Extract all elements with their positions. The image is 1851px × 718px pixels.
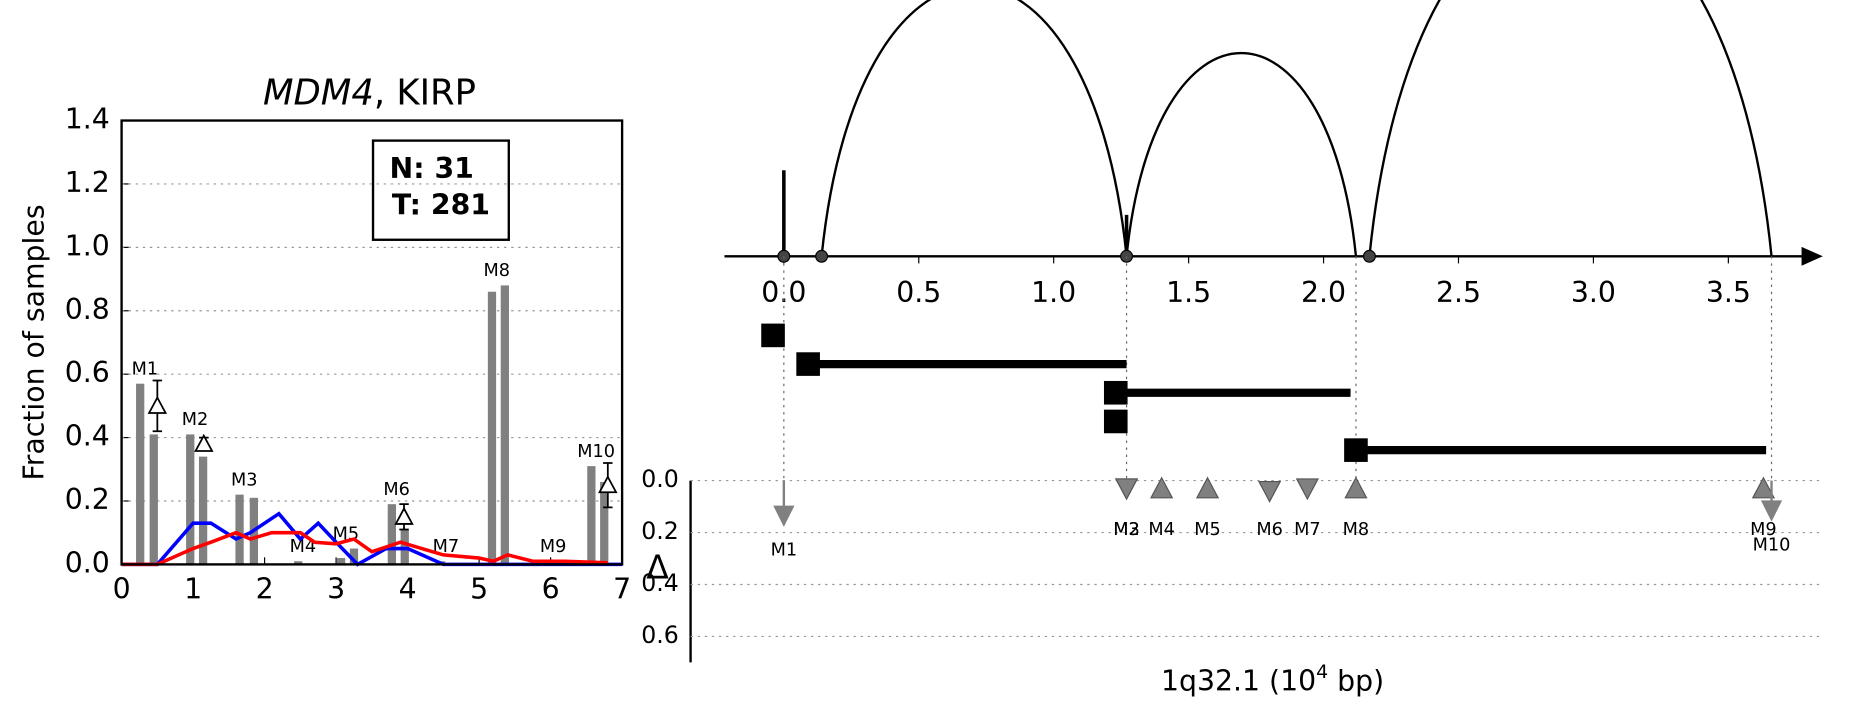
bar-label: M8 xyxy=(483,261,510,281)
junction-arc xyxy=(1125,52,1358,257)
x-label-unit: bp) xyxy=(1328,664,1384,697)
x-tick-label: 2 xyxy=(256,572,274,605)
junction-arc xyxy=(1368,0,1773,257)
segment-start xyxy=(1344,438,1368,462)
x-tick-label: 6 xyxy=(542,572,560,605)
marker-label: M2 xyxy=(1113,520,1140,540)
bar xyxy=(587,466,596,565)
x-label-text: 1q32.1 (10 xyxy=(1161,664,1316,697)
delta-marker xyxy=(598,475,618,494)
segment-start xyxy=(796,352,820,376)
y-tick-label: 0.2 xyxy=(65,483,110,516)
bar-label: M4 xyxy=(290,537,317,557)
x-axis-label: 1q32.1 (104 bp) xyxy=(1161,660,1384,697)
x-tick-label: 4 xyxy=(399,572,417,605)
y-tick-label: 1.0 xyxy=(65,229,110,262)
bar xyxy=(198,456,208,565)
y-tick-label: 0.6 xyxy=(641,621,679,649)
delta-axis-label: Δ xyxy=(646,548,669,587)
bar-label: M1 xyxy=(132,360,159,380)
x-tick-label: 5 xyxy=(470,572,488,605)
count-tumor: T: 281 xyxy=(392,189,490,222)
delta-marker xyxy=(194,433,214,452)
marker-label: M8 xyxy=(1343,520,1370,540)
chart-title: MDM4, KIRP xyxy=(263,73,476,114)
bar xyxy=(235,494,244,565)
y-tick-label: 0.4 xyxy=(65,420,110,453)
count-box xyxy=(371,139,510,241)
bar xyxy=(349,548,359,565)
delta-arrow-head xyxy=(1760,500,1783,522)
bar xyxy=(500,285,509,565)
delta-arrow-head xyxy=(773,505,795,527)
junction-dot xyxy=(815,249,829,263)
count-normal: N: 31 xyxy=(390,152,474,185)
bar xyxy=(136,383,145,565)
junction-arc xyxy=(820,0,1128,257)
delta-triangle xyxy=(1751,476,1776,499)
delta-triangle xyxy=(1257,480,1282,503)
curve xyxy=(121,530,608,567)
delta-triangle xyxy=(1114,478,1139,501)
y-tick-label: 0.6 xyxy=(65,356,110,389)
y-tick-label: 1.2 xyxy=(65,166,110,199)
axis-arrow xyxy=(1801,246,1823,266)
title-gene: MDM4 xyxy=(263,73,374,114)
x-tick-label: 1.0 xyxy=(1031,276,1076,309)
bar xyxy=(294,561,303,565)
bar-label: M2 xyxy=(182,410,209,430)
bar-label: M10 xyxy=(577,442,615,462)
junction-dot xyxy=(1362,249,1376,263)
marker-label: M10 xyxy=(1753,535,1791,555)
y-tick-label: 0.4 xyxy=(641,569,679,597)
delta-marker xyxy=(394,506,414,525)
x-tick-label: 2.5 xyxy=(1436,276,1481,309)
y-tick-label: 0.0 xyxy=(65,546,110,579)
bar xyxy=(186,434,195,565)
bar-label: M6 xyxy=(383,480,410,500)
y-tick-label: 1.4 xyxy=(65,103,110,136)
y-axis-label: Fraction of samples xyxy=(17,204,50,480)
junction-dot xyxy=(777,249,791,263)
title-rest: , KIRP xyxy=(374,73,476,114)
delta-marker xyxy=(147,395,168,414)
x-tick-label: 1 xyxy=(184,572,202,605)
bar xyxy=(336,558,346,565)
marker-label: M4 xyxy=(1148,520,1175,540)
marker-label: M5 xyxy=(1194,520,1221,540)
y-tick-label: 0.8 xyxy=(65,293,110,326)
delta-triangle xyxy=(1150,476,1174,499)
junction-dot xyxy=(1120,249,1134,263)
marker-label: M7 xyxy=(1294,520,1321,540)
delta-triangle xyxy=(1344,476,1368,499)
x-tick-label: 0 xyxy=(113,572,131,605)
marker-label: M6 xyxy=(1256,520,1283,540)
delta-triangle xyxy=(1195,476,1220,499)
x-tick-label: 2.0 xyxy=(1301,276,1346,309)
segment-start xyxy=(1103,409,1128,434)
x-label-exponent: 4 xyxy=(1316,660,1328,682)
y-tick-label: 0.2 xyxy=(641,517,679,545)
marker-label: M3 xyxy=(1113,520,1140,540)
segment-start xyxy=(761,323,785,348)
bar xyxy=(600,481,609,565)
marker-label: M1 xyxy=(771,540,798,560)
x-tick-label: 1.5 xyxy=(1166,276,1211,309)
bar xyxy=(387,504,397,565)
x-tick-label: 7 xyxy=(613,572,631,605)
y-tick-label: 0.0 xyxy=(641,465,679,493)
bar-label: M9 xyxy=(540,537,567,557)
delta-triangle xyxy=(1295,478,1319,501)
segment-start xyxy=(1103,380,1128,405)
x-tick-label: 3.0 xyxy=(1571,276,1616,309)
x-tick-label: 3.5 xyxy=(1706,276,1751,309)
bar xyxy=(487,291,497,565)
bar xyxy=(149,434,158,565)
x-tick-label: 3 xyxy=(327,572,345,605)
bar-label: M3 xyxy=(231,470,258,490)
x-tick-label: 0.5 xyxy=(896,276,941,309)
plot-frame xyxy=(120,119,624,566)
marker-label: M9 xyxy=(1750,520,1777,540)
